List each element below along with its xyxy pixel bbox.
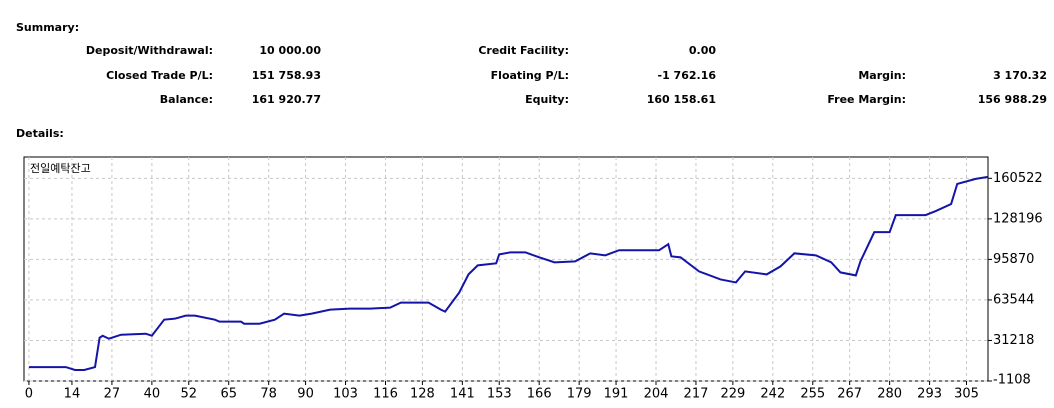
x-tick-label: 52	[180, 387, 197, 402]
x-tick-label: 179	[567, 387, 592, 402]
summary-label: Margin:	[858, 69, 906, 82]
summary-value: 161 920.77	[252, 93, 321, 106]
chart-title: 전일예탁잔고	[30, 161, 91, 175]
summary-label: Balance:	[160, 93, 213, 106]
summary-label: Floating P/L:	[491, 69, 569, 82]
x-tick-label: 217	[684, 387, 709, 402]
line-series	[28, 175, 989, 371]
y-tick-label: 128196	[993, 211, 1043, 226]
y-tick-label: 31218	[993, 333, 1034, 348]
x-tick-label: 14	[64, 387, 81, 402]
y-tick-label: -1108	[993, 373, 1031, 388]
summary-label: Closed Trade P/L:	[106, 69, 213, 82]
x-tick-label: 27	[104, 387, 121, 402]
x-tick-label: 90	[297, 387, 314, 402]
details-title: Details:	[16, 127, 64, 140]
summary-label: Credit Facility:	[478, 44, 569, 57]
x-tick-label: 65	[220, 387, 237, 402]
x-tick-label: 204	[644, 387, 669, 402]
summary-value: 3 170.32	[993, 69, 1047, 82]
x-tick-label: 40	[144, 387, 161, 402]
x-tick-label: 153	[487, 387, 512, 402]
summary-value: 156 988.29	[978, 93, 1047, 106]
x-tick-label: 166	[527, 387, 552, 402]
summary-value: 10 000.00	[259, 44, 321, 57]
x-tick-label: 293	[917, 387, 942, 402]
y-tick-label: 95870	[993, 252, 1034, 267]
y-tick-label: 160522	[993, 171, 1043, 186]
x-tick-label: 128	[410, 387, 435, 402]
x-tick-label: 78	[260, 387, 277, 402]
x-tick-label: 0	[25, 387, 33, 402]
summary-label: Deposit/Withdrawal:	[86, 44, 213, 57]
summary-label: Equity:	[525, 93, 569, 106]
summary-title: Summary:	[16, 21, 79, 34]
x-tick-label: 191	[604, 387, 629, 402]
x-tick-label: 141	[450, 387, 475, 402]
x-tick-label: 255	[800, 387, 825, 402]
summary-value: -1 762.16	[658, 69, 717, 82]
x-tick-label: 305	[954, 387, 979, 402]
x-tick-label: 103	[333, 387, 358, 402]
x-tick-label: 116	[373, 387, 398, 402]
summary-label: Free Margin:	[827, 93, 906, 106]
summary-value: 0.00	[689, 44, 716, 57]
x-tick-label: 267	[837, 387, 862, 402]
y-tick-label: 63544	[993, 292, 1034, 307]
summary-value: 160 158.61	[647, 93, 716, 106]
plot-frame	[23, 156, 989, 382]
x-tick-label: 229	[720, 387, 745, 402]
x-tick-label: 280	[877, 387, 902, 402]
summary-value: 151 758.93	[252, 69, 321, 82]
x-tick-label: 242	[760, 387, 785, 402]
